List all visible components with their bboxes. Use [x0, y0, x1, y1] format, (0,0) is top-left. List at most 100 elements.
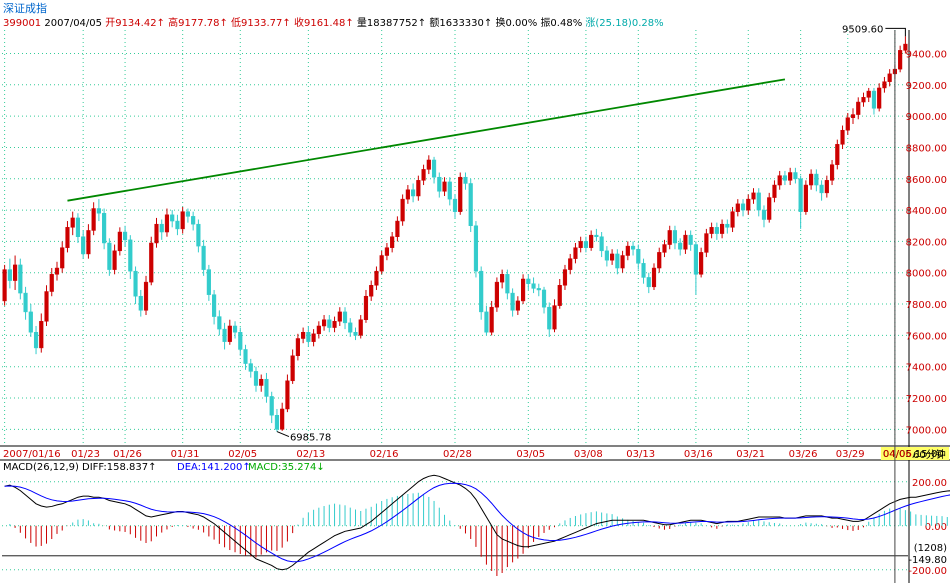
- low-marker: [276, 431, 290, 438]
- high-marker: [885, 27, 906, 37]
- candle-body: [541, 289, 547, 308]
- change-value: 涨(25.18)0.28%: [585, 18, 664, 29]
- macd-tick-label: 200.00: [912, 478, 947, 489]
- candle-body: [767, 197, 772, 220]
- candle-body: [856, 101, 861, 115]
- date-tick-label: 01/26: [113, 449, 142, 460]
- candle-body: [788, 172, 793, 181]
- candle-body: [416, 180, 421, 197]
- candle-body: [463, 176, 468, 184]
- candle-body: [306, 331, 311, 342]
- candle-body: [725, 223, 730, 228]
- candle-body: [33, 331, 39, 349]
- candle-body: [604, 250, 609, 261]
- candle-body: [568, 258, 573, 270]
- candle-body: [149, 242, 154, 283]
- date-tick-label: 03/26: [789, 449, 818, 460]
- candle-body: [191, 216, 196, 225]
- price-tick-label: 8000.00: [906, 269, 947, 280]
- candle-body: [720, 223, 725, 234]
- candle-body: [730, 211, 735, 228]
- candle-body: [903, 43, 908, 51]
- candle-body: [473, 225, 479, 272]
- candle-body: [871, 90, 877, 109]
- candle-body: [431, 159, 437, 178]
- candle-body: [112, 250, 117, 270]
- candle-body: [520, 278, 526, 302]
- macd-params-label: MACD(26,12,9): [3, 462, 79, 473]
- quote-header: 深证成指 399001 2007/04/05 开9134.42↑ 高9177.7…: [0, 0, 950, 30]
- candle-body: [337, 311, 342, 322]
- candle-body: [369, 285, 374, 297]
- candle-body: [342, 311, 348, 324]
- candle-body: [458, 176, 463, 212]
- candle-body: [86, 230, 91, 255]
- candle-body: [348, 322, 353, 333]
- macd-dea-label: DEA:141.200↑: [177, 462, 251, 473]
- candle-body: [646, 277, 651, 288]
- candle-body: [620, 255, 625, 269]
- price-tick-label: 7200.00: [906, 394, 947, 405]
- candle-body: [321, 319, 327, 327]
- candle-body: [678, 242, 683, 250]
- candle-body: [421, 169, 426, 181]
- price-tick-label: 9000.00: [906, 112, 947, 123]
- date-tick-label: 04/05,15:00: [883, 449, 944, 460]
- candle-body: [735, 203, 740, 212]
- price-axis: 9400.00 9200.00 9000.00 8800.00 8600.00 8400.…: [906, 49, 947, 436]
- candle-body: [426, 159, 431, 170]
- candle-body: [96, 208, 101, 214]
- candle-body: [49, 274, 54, 292]
- candle-body: [222, 328, 227, 342]
- candle-body: [651, 267, 657, 288]
- candle-body: [489, 306, 494, 333]
- candle-body: [562, 269, 568, 286]
- candle-body: [746, 198, 751, 211]
- candle-body: [814, 173, 819, 186]
- index-code: 399001: [3, 18, 42, 29]
- candle-body: [887, 73, 892, 82]
- date-tick-label: 2007/01/16: [3, 449, 61, 460]
- candle-body: [122, 231, 128, 241]
- macd-extra-label: -149.80: [908, 555, 947, 566]
- candle-body: [363, 295, 369, 320]
- candle-body: [280, 408, 285, 430]
- candle-body: [803, 184, 808, 212]
- volume-value: 量18387752↑: [356, 18, 427, 29]
- candle-body: [740, 203, 746, 211]
- candle-body: [395, 220, 400, 237]
- candle-body: [301, 331, 306, 339]
- candle-body: [552, 305, 557, 330]
- candle-body: [128, 239, 133, 272]
- candle-body: [866, 90, 871, 98]
- price-tick-label: 8800.00: [906, 143, 947, 154]
- candle-body: [798, 178, 803, 212]
- candle-body: [819, 184, 824, 194]
- high-value: 高9177.78↑: [168, 18, 228, 29]
- candle-body: [384, 247, 390, 256]
- candle-body: [264, 378, 269, 397]
- price-tick-label: 7000.00: [906, 425, 947, 436]
- date-tick-label: 01/23: [71, 449, 100, 460]
- macd-value-label: MACD:35.274↓: [248, 462, 325, 473]
- candle-body: [374, 270, 379, 286]
- candle-body: [227, 325, 232, 342]
- candle-body: [777, 175, 782, 186]
- candle-body: [809, 173, 814, 186]
- date-tick-label: 02/13: [296, 449, 325, 460]
- candle-body: [353, 331, 358, 336]
- candle-body: [180, 211, 185, 230]
- price-tick-label: 9400.00: [906, 49, 947, 60]
- candle-body: [693, 244, 698, 275]
- candle-body: [688, 234, 693, 245]
- candle-body: [238, 331, 243, 350]
- candle-body: [70, 217, 75, 228]
- quote-bar: 399001 2007/04/05 开9134.42↑ 高9177.78↑ 低9…: [3, 14, 664, 29]
- candle-body: [589, 234, 594, 248]
- candle-body: [274, 414, 280, 430]
- candle-body: [2, 269, 7, 302]
- candle-body: [772, 184, 777, 198]
- price-tick-label: 8200.00: [906, 237, 947, 248]
- candle-body: [358, 319, 363, 336]
